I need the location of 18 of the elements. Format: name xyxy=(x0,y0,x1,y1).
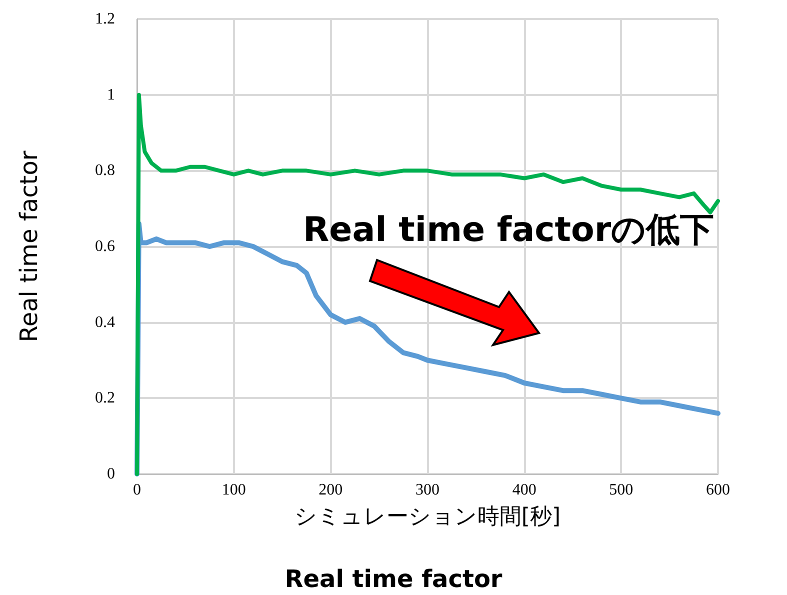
y-tick-label: 0.6 xyxy=(95,238,115,255)
y-tick-label: 0.4 xyxy=(95,314,115,331)
x-tick-label: 100 xyxy=(222,482,246,498)
y-tick-label: 0.8 xyxy=(95,162,115,180)
y-tick-label: 0 xyxy=(107,466,115,482)
y-tick-label: 1 xyxy=(107,86,115,104)
y-tick-label: 0.2 xyxy=(95,390,115,407)
x-tick-label: 600 xyxy=(706,482,730,498)
x-tick-label: 400 xyxy=(512,482,536,498)
x-axis-title: シミュレーション時間[秒] xyxy=(294,504,561,530)
x-tick-label: 200 xyxy=(318,482,343,498)
text: Real time factor xyxy=(284,565,502,593)
x-tick-label: 300 xyxy=(416,482,440,498)
x-tick-label: 0 xyxy=(133,482,141,498)
y-tick-label: 1.2 xyxy=(95,10,115,28)
y-axis-title: Real time factor xyxy=(15,150,43,342)
annotation: Real time factorの低下 xyxy=(303,210,714,250)
x-tick-label: 500 xyxy=(609,482,634,498)
